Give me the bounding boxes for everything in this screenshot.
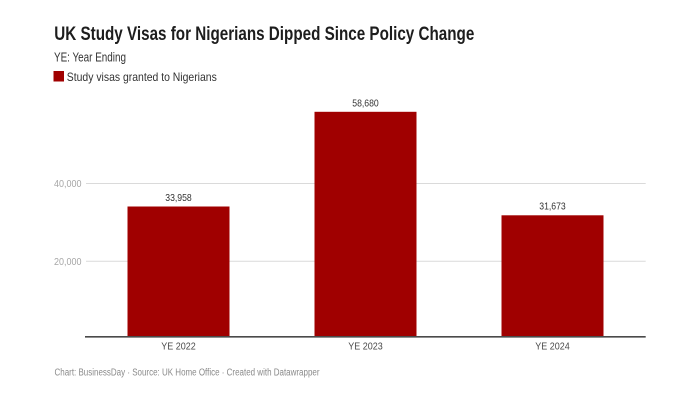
svg-text:YE 2022: YE 2022: [161, 341, 196, 353]
svg-text:Study visas granted to Nigeria: Study visas granted to Nigerians: [67, 70, 217, 84]
svg-text:33,958: 33,958: [165, 192, 192, 204]
svg-text:YE 2024: YE 2024: [535, 341, 570, 353]
svg-text:20,000: 20,000: [54, 256, 82, 268]
svg-text:40,000: 40,000: [54, 178, 82, 190]
svg-text:58,680: 58,680: [352, 98, 379, 110]
svg-text:Chart: BusinessDay · Source: U: Chart: BusinessDay · Source: UK Home Off…: [55, 367, 321, 378]
svg-text:UK Study Visas for Nigerians D: UK Study Visas for Nigerians Dipped Sinc…: [54, 24, 474, 45]
svg-text:YE: Year Ending: YE: Year Ending: [54, 50, 126, 65]
svg-text:31,673: 31,673: [539, 200, 566, 212]
svg-text:YE 2023: YE 2023: [348, 341, 383, 353]
